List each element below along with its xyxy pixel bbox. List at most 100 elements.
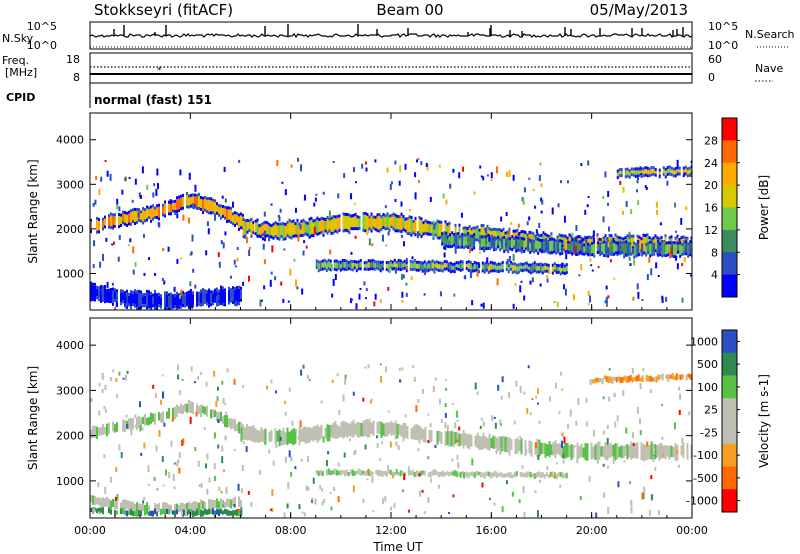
data-cell [630,237,633,253]
data-cell [520,438,523,455]
data-cell [616,172,619,177]
noise-cell [690,175,692,178]
data-cell [426,223,429,233]
data-cell [353,266,356,270]
noise-cell [296,286,299,290]
data-cell [512,229,515,233]
data-cell [645,243,648,247]
data-cell [634,443,637,459]
data-cell [196,291,198,295]
data-cell [200,199,202,208]
data-cell [471,237,474,249]
data-cell [210,211,212,215]
noise-cell [271,489,274,497]
data-cell [315,259,318,263]
noise-cell [205,381,208,387]
data-cell [626,444,629,460]
data-cell [626,170,629,175]
data-cell [601,251,604,255]
data-cell [531,473,534,478]
noise-cell [97,482,100,488]
noise-cell [362,397,365,402]
noise-cell [631,432,634,439]
data-cell [367,262,370,268]
data-cell [527,248,530,252]
data-cell [198,192,200,196]
noise-cell [551,207,554,215]
noise-cell [417,157,420,160]
data-cell [164,200,166,204]
data-cell [426,232,429,236]
data-cell [362,420,365,437]
noise-cell [569,409,572,417]
data-cell [244,429,247,441]
data-cell [349,259,352,263]
data-cell [164,502,166,514]
data-cell [543,474,546,479]
data-cell [508,227,511,231]
data-cell [397,267,400,271]
data-cell [194,500,196,513]
data-cell [419,260,422,264]
noise-cell [173,462,176,465]
data-cell [648,174,651,178]
data-cell [306,233,309,237]
data-cell [662,166,665,170]
data-cell [655,376,658,383]
data-cell [184,304,186,308]
noise-cell [440,418,443,423]
data-cell [677,241,680,245]
data-cell [548,234,551,238]
noise-cell [667,375,670,382]
data-cell [678,238,681,242]
data-cell [465,267,468,271]
data-cell [445,471,448,475]
data-cell [672,167,675,171]
data-cell [258,224,260,228]
noise-cell [566,423,569,429]
noise-cell [471,300,474,306]
noise-cell [534,205,537,209]
data-cell [92,506,94,514]
noise-cell [290,164,293,168]
data-cell [182,196,184,207]
data-cell [347,471,350,477]
data-cell [304,223,307,233]
noise-cell [235,300,238,307]
data-cell [533,242,536,251]
data-cell [186,294,188,304]
data-cell [621,244,624,252]
noise-cell [126,370,129,374]
data-cell [549,471,552,477]
noise-cell [92,202,95,207]
data-cell [559,242,562,253]
data-cell [625,243,628,254]
data-cell [670,166,673,170]
data-cell [198,294,200,303]
data-cell [140,210,142,214]
noise-cell [247,275,250,282]
data-cell [650,168,653,174]
data-cell [484,436,487,448]
data-cell [462,226,465,230]
data-cell [232,222,234,226]
data-cell [676,172,679,176]
data-cell [398,215,401,219]
data-cell [608,444,611,458]
noise-cell [162,391,165,399]
colorbar-segment [722,185,737,208]
data-cell [204,208,206,212]
data-cell [576,252,579,256]
data-cell [148,206,150,210]
noise-cell [176,213,179,219]
data-cell [212,293,214,303]
data-cell [214,288,216,292]
data-cell [573,251,576,255]
noise-cell [314,498,317,505]
data-cell [420,217,423,221]
data-cell [170,306,172,310]
data-cell [132,208,134,212]
noise-cell [505,211,508,216]
noise-cell [112,224,115,228]
data-cell [377,469,380,477]
